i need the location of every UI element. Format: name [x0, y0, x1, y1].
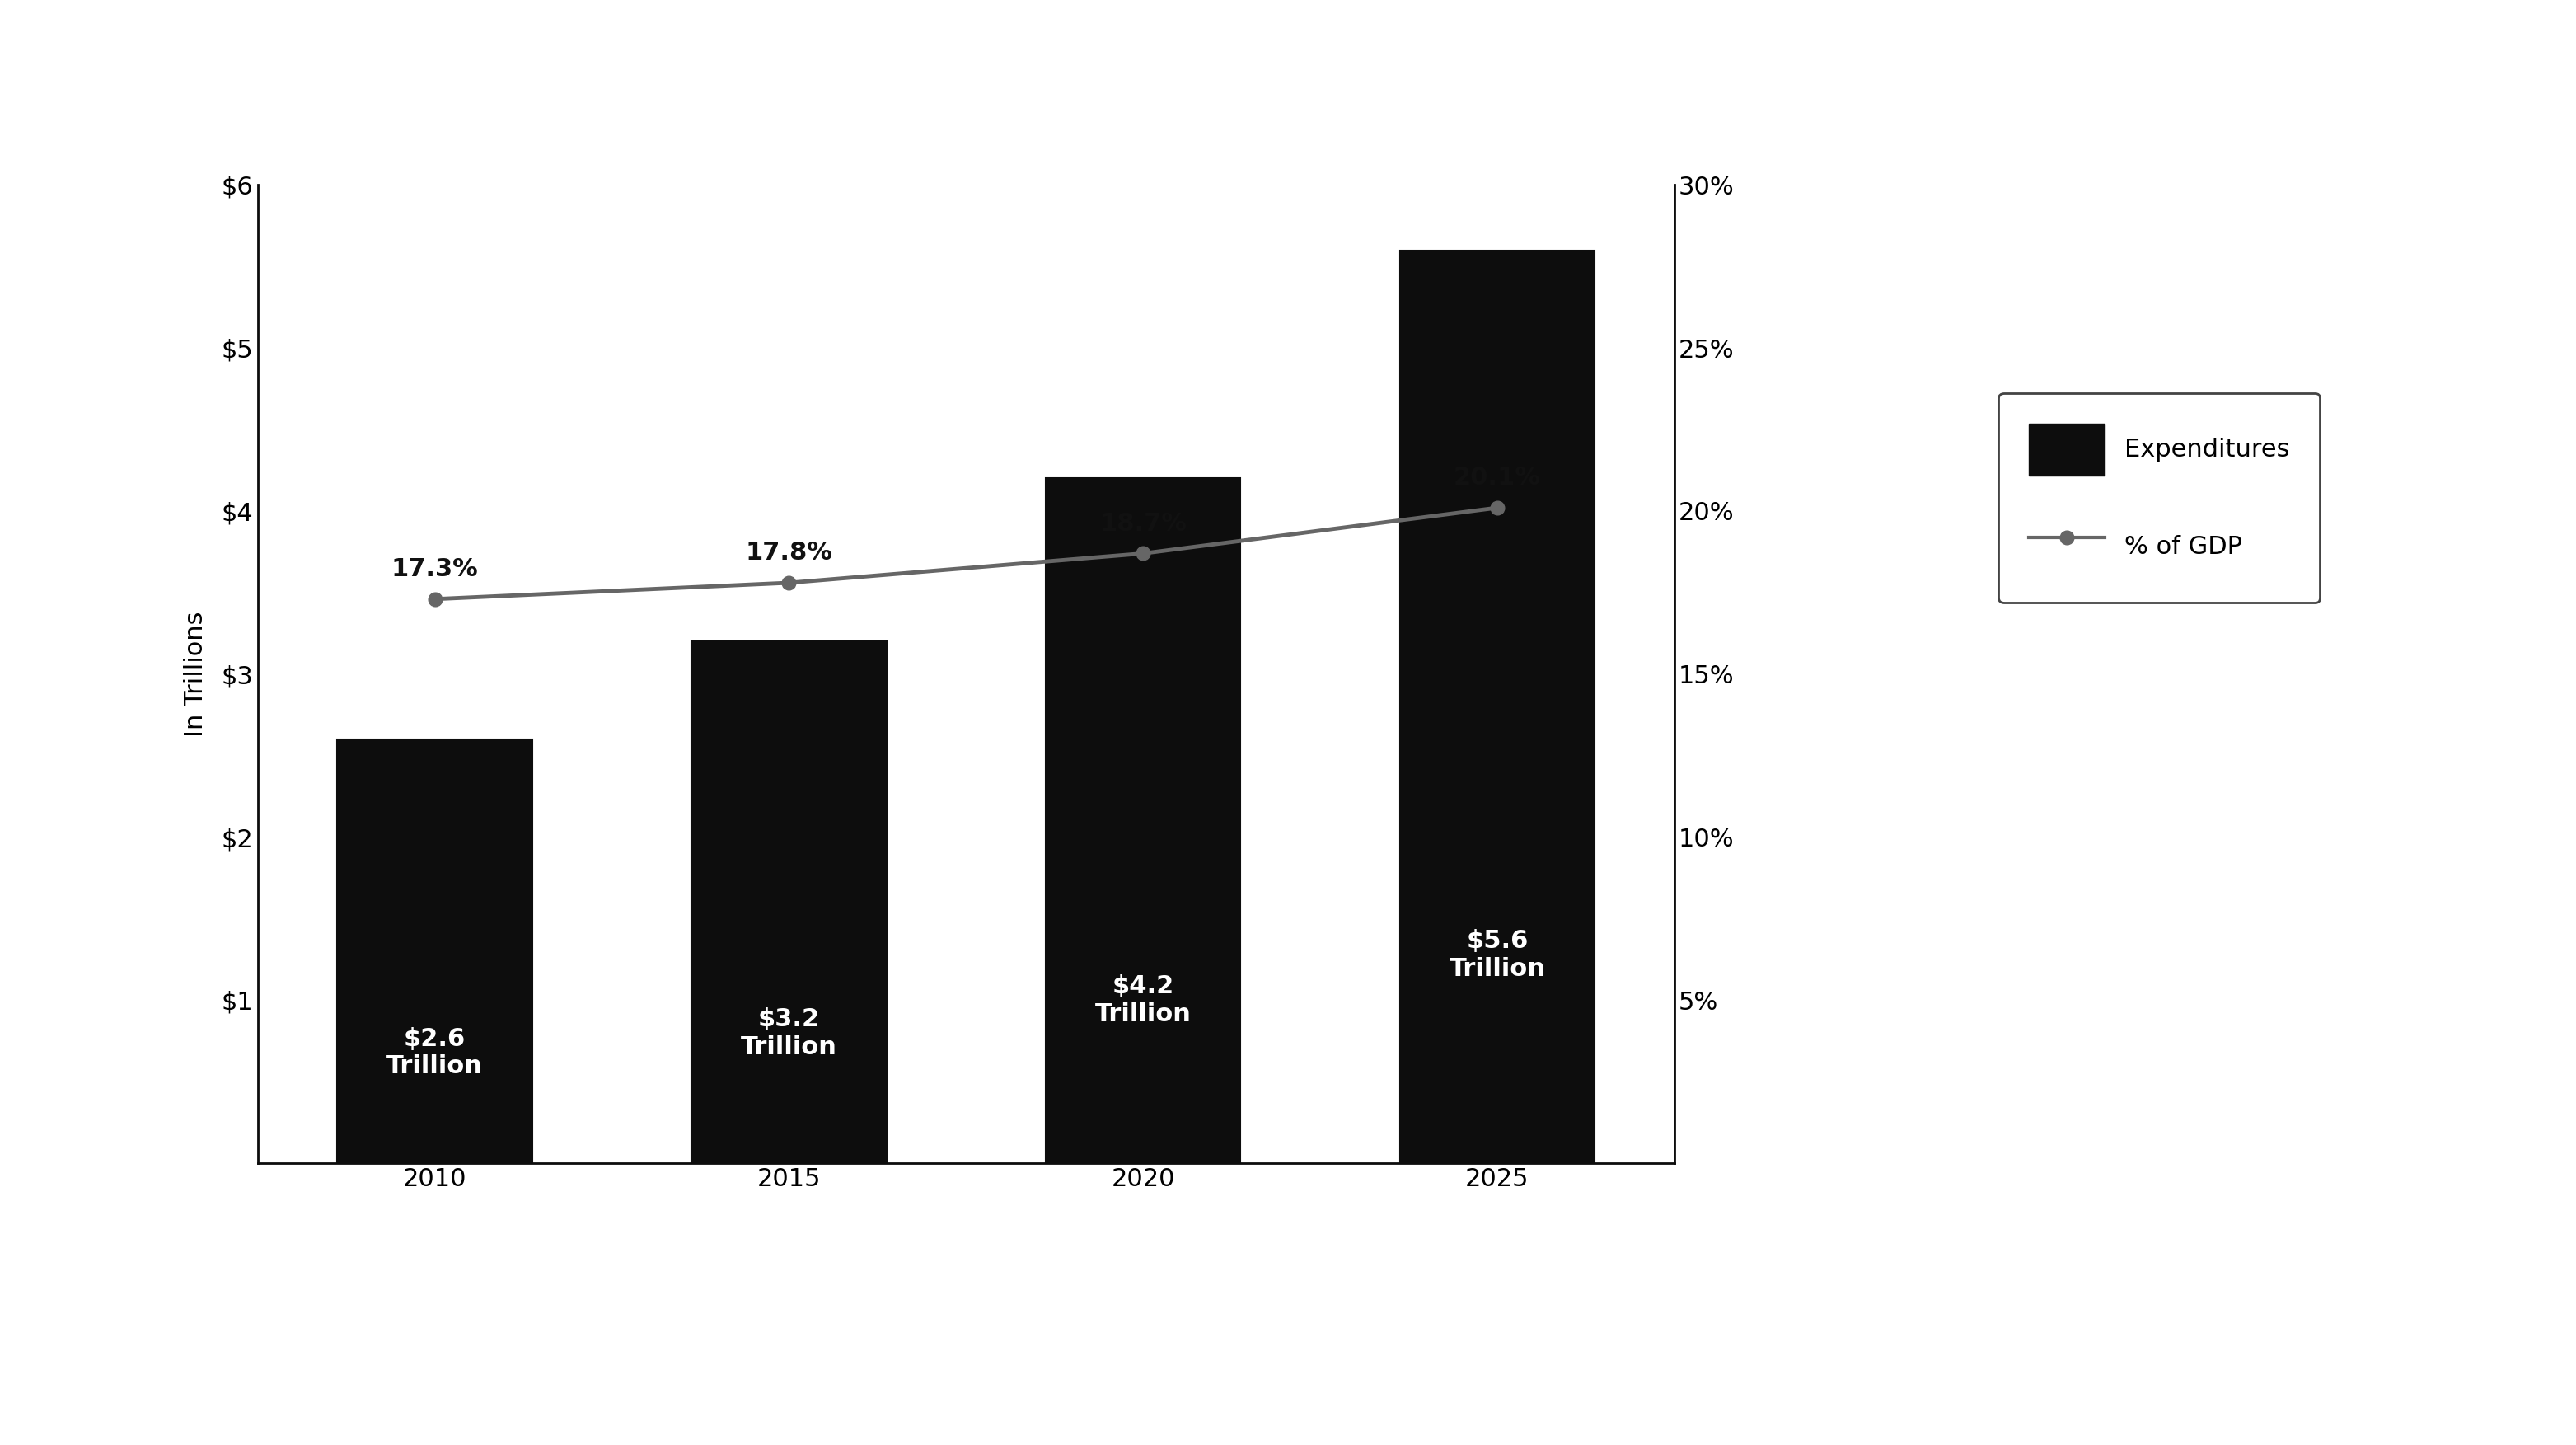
Text: 20.1%: 20.1% — [1453, 465, 1540, 490]
Text: 17.8%: 17.8% — [744, 540, 832, 565]
Text: $4.2
Trillion: $4.2 Trillion — [1095, 975, 1190, 1026]
Legend: Expenditures, % of GDP: Expenditures, % of GDP — [1999, 393, 2321, 603]
Text: $2.6
Trillion: $2.6 Trillion — [386, 1027, 482, 1078]
Text: United States National Health Expenditures: United States National Health Expenditur… — [781, 43, 1795, 84]
Text: Source: “National Healthcare Expenditure Projections 2010-2025 Table 1: National: Source: “National Healthcare Expenditure… — [46, 1329, 1736, 1345]
Text: Years 2009-2025.” U.S. Department for Health and  Human Services-Centers for Med: Years 2009-2025.” U.S. Department for He… — [46, 1387, 1386, 1403]
Bar — [1046, 478, 1242, 1163]
Text: 18.7%: 18.7% — [1100, 512, 1188, 536]
Y-axis label: In Trillions: In Trillions — [183, 611, 209, 737]
Text: $3.2
Trillion: $3.2 Trillion — [742, 1007, 837, 1059]
Text: 17.3%: 17.3% — [392, 558, 479, 581]
Bar — [690, 642, 886, 1163]
Bar — [337, 740, 533, 1163]
Text: $5.6
Trillion: $5.6 Trillion — [1450, 929, 1546, 981]
Bar — [1399, 250, 1595, 1163]
